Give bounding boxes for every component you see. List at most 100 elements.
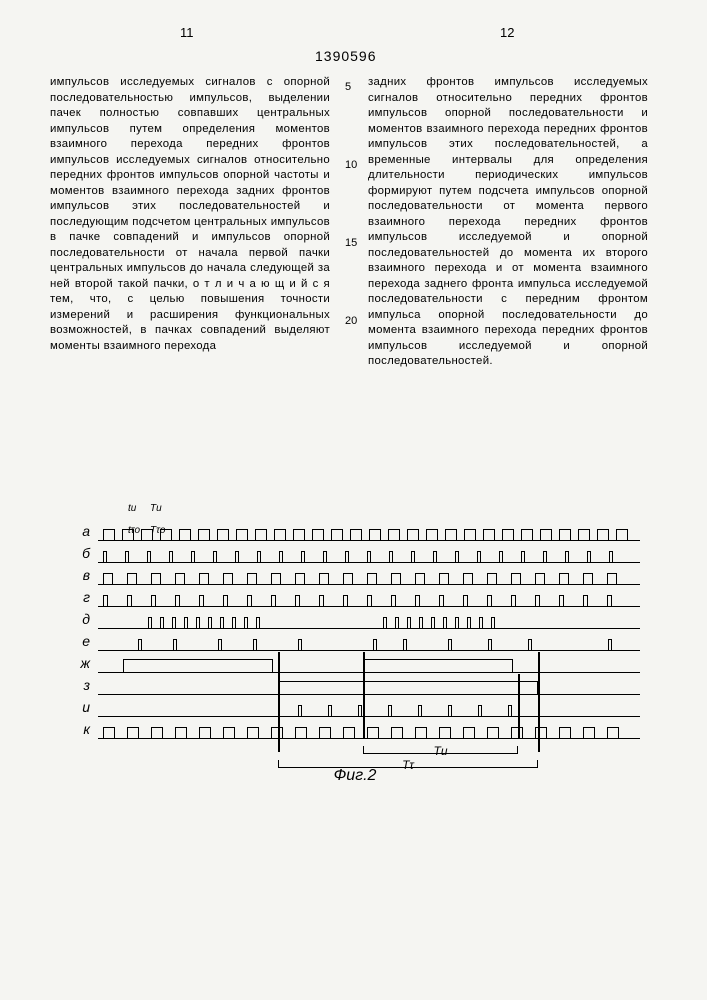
pulse <box>198 529 210 540</box>
pulse <box>257 551 261 562</box>
pulse <box>295 727 307 738</box>
pulse <box>244 617 248 628</box>
pulse <box>477 551 481 562</box>
pulse <box>295 595 300 606</box>
pulse <box>607 595 612 606</box>
text-column-left: импульсов исследуемых сигналов с опорной… <box>50 75 330 370</box>
pulse <box>587 551 591 562</box>
pulse <box>247 595 252 606</box>
pulse <box>608 639 612 650</box>
pulse <box>511 595 516 606</box>
pulse <box>367 595 372 606</box>
pulse <box>373 639 377 650</box>
signal-row: к <box>70 718 640 740</box>
pulse <box>407 529 419 540</box>
connector-line <box>278 652 280 752</box>
pulse <box>151 727 163 738</box>
pulse <box>616 529 628 540</box>
pulse <box>345 551 349 562</box>
pulse <box>151 573 161 584</box>
pulse <box>448 639 452 650</box>
pulse <box>467 617 471 628</box>
pulse <box>508 705 512 716</box>
pulse <box>463 727 475 738</box>
pulse <box>271 573 281 584</box>
pulse <box>499 551 503 562</box>
signal-row: и <box>70 696 640 718</box>
pulse <box>403 639 407 650</box>
signal-timeline <box>98 609 640 629</box>
pulse <box>583 727 595 738</box>
pulse <box>160 617 164 628</box>
pulse <box>407 617 411 628</box>
signal-timeline <box>98 697 640 717</box>
pulse <box>103 727 115 738</box>
pulse <box>125 551 129 562</box>
pulse <box>391 595 396 606</box>
figure-label: Фиг.2 <box>334 767 377 785</box>
signal-timeline: tиTи <box>98 521 640 541</box>
pulse <box>448 705 452 716</box>
timing-label: tи <box>128 503 136 514</box>
pulse <box>175 595 180 606</box>
pulse <box>463 595 468 606</box>
signal-timeline: tτоTτо <box>98 543 640 563</box>
pulse <box>148 617 152 628</box>
pulse <box>455 617 459 628</box>
pulse <box>559 529 571 540</box>
text-body: импульсов исследуемых сигналов с опорной… <box>0 75 698 370</box>
pulse <box>511 727 523 738</box>
pulse <box>439 727 451 738</box>
signal-label: ж <box>70 655 90 671</box>
page-number-left: 11 <box>180 25 194 40</box>
pulse <box>293 529 305 540</box>
pulse <box>279 551 283 562</box>
pulse <box>607 727 619 738</box>
pulse <box>419 617 423 628</box>
signal-timeline <box>98 631 640 651</box>
pulse <box>298 705 302 716</box>
pulse <box>274 529 286 540</box>
pulse <box>483 529 495 540</box>
pulse <box>218 639 222 650</box>
pulse <box>607 573 617 584</box>
pulse <box>331 529 343 540</box>
gate-pulse <box>278 681 538 694</box>
pulse <box>488 639 492 650</box>
connector-line <box>363 652 365 738</box>
pulse <box>127 727 139 738</box>
pulse <box>319 595 324 606</box>
pulse <box>487 573 497 584</box>
signal-label: б <box>70 545 90 561</box>
pulse <box>502 529 514 540</box>
signal-timeline <box>98 587 640 607</box>
pulse <box>528 639 532 650</box>
pulse <box>426 529 438 540</box>
signal-timeline <box>98 719 640 739</box>
pulse <box>464 529 476 540</box>
pulse <box>540 529 552 540</box>
pulse <box>319 573 329 584</box>
pulse <box>179 529 191 540</box>
signal-label: и <box>70 699 90 715</box>
pulse <box>367 551 371 562</box>
text-column-right: задних фронтов импульсов исследуемых сиг… <box>368 75 648 370</box>
pulse <box>535 573 545 584</box>
pulse <box>223 727 235 738</box>
pulse <box>369 529 381 540</box>
pulse <box>511 573 521 584</box>
pulse <box>583 573 593 584</box>
pulse <box>391 727 403 738</box>
pulse <box>220 617 224 628</box>
pulse <box>431 617 435 628</box>
pulse <box>319 727 331 738</box>
pulse <box>391 573 401 584</box>
pulse <box>199 595 204 606</box>
pulse <box>295 573 305 584</box>
measurement-bracket: Tτ <box>278 760 538 768</box>
signal-row: г <box>70 586 640 608</box>
pulse <box>103 573 113 584</box>
pulse <box>388 529 400 540</box>
pulse <box>521 529 533 540</box>
signal-timeline <box>98 565 640 585</box>
